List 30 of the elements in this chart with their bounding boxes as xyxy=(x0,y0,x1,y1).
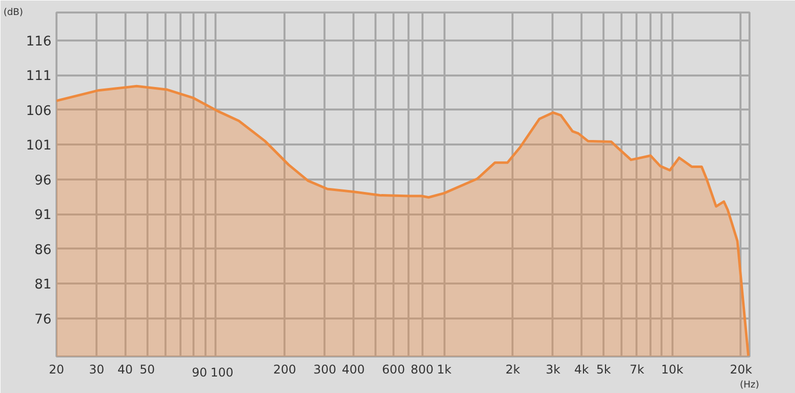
x-tick-label: 200 xyxy=(273,362,296,376)
x-tick-label: 7k xyxy=(630,362,644,376)
x-tick-label: 1k xyxy=(436,362,452,376)
y-tick-label: 116 xyxy=(26,34,52,50)
y-tick-label: 81 xyxy=(34,278,52,293)
y-tick-label: 111 xyxy=(26,69,52,84)
x-tick-label: 2k xyxy=(506,362,520,376)
x-tick-label: 5k xyxy=(596,362,611,376)
x-tick-label: 3k xyxy=(546,362,560,376)
y-tick-label: 106 xyxy=(26,104,52,119)
y-tick-label: 76 xyxy=(34,312,52,328)
x-tick-label: 20 xyxy=(48,362,64,376)
x-tick-label: 4k xyxy=(574,362,589,376)
y-tick-label: 91 xyxy=(34,208,52,224)
x-tick-label: 40 xyxy=(118,362,133,376)
x-tick-label: 600 xyxy=(382,362,405,376)
y-tick-label: 86 xyxy=(34,242,52,258)
x-tick-label: 400 xyxy=(342,362,365,376)
x-axis-title: (Hz) xyxy=(740,380,760,390)
x-tick-label: 800 xyxy=(410,362,434,376)
y-axis-title: (dB) xyxy=(3,7,24,18)
x-tick-label: 30 xyxy=(89,362,104,376)
x-tick-label: 300 xyxy=(313,362,336,376)
x-tick-label: 90 xyxy=(192,366,208,380)
x-tick-label: 50 xyxy=(140,362,155,376)
y-tick-label: 96 xyxy=(34,173,52,188)
y-tick-label: 101 xyxy=(26,138,52,154)
x-tick-label: 10k xyxy=(661,362,684,376)
x-tick-label: 20k xyxy=(730,362,752,376)
x-tick-label: 100 xyxy=(210,366,234,380)
